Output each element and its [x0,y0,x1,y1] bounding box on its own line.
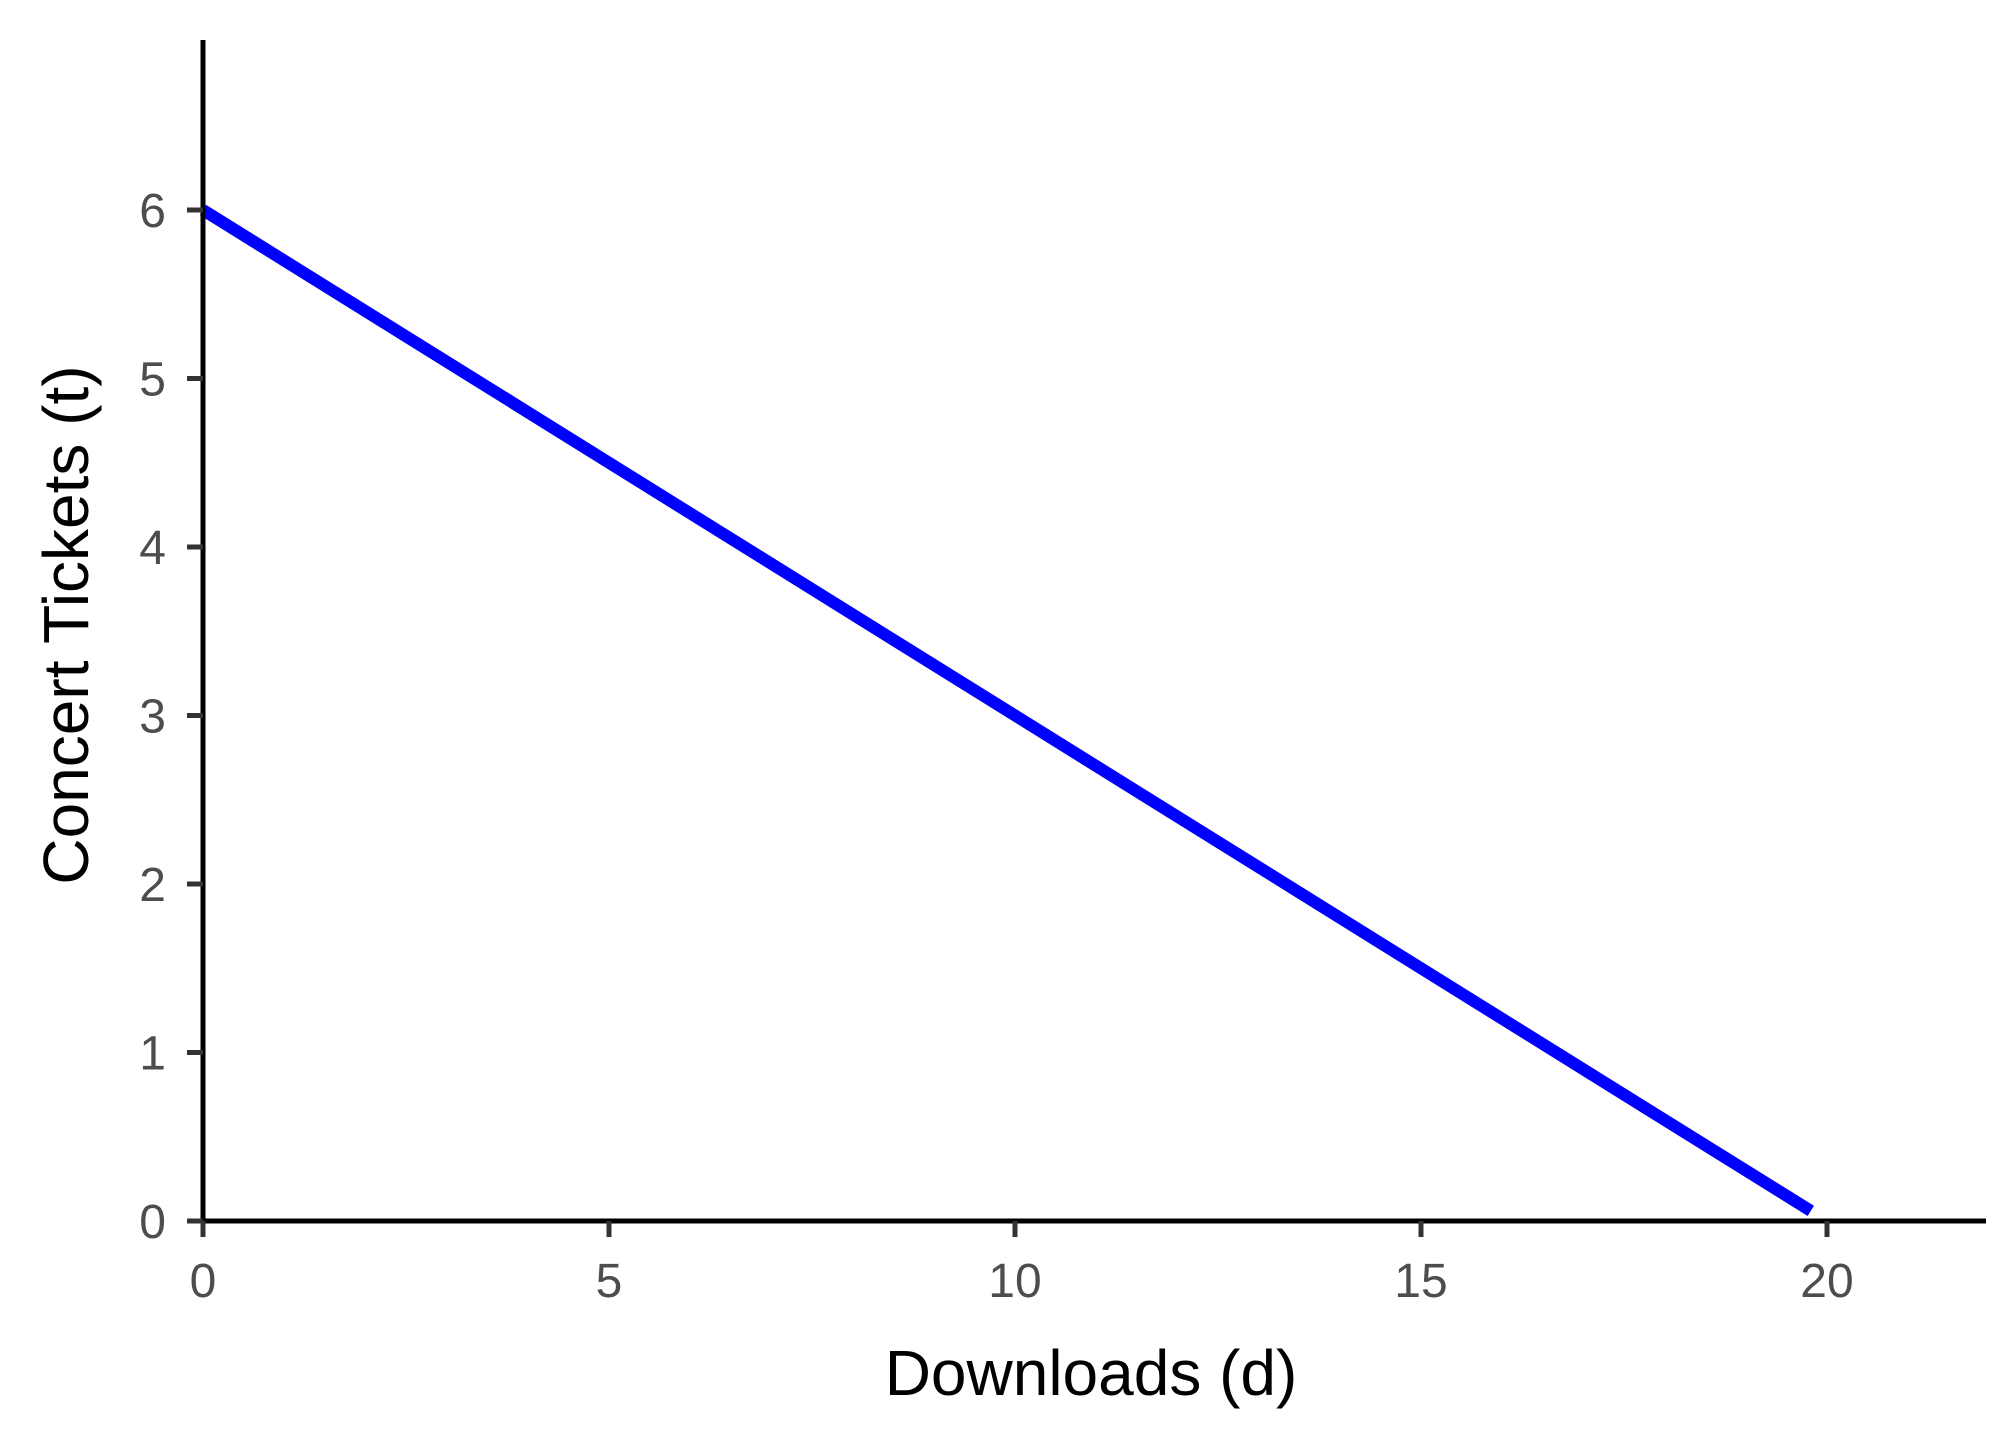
y-tick-label: 5 [139,354,166,407]
y-tick-label: 1 [139,1028,166,1081]
x-tick-label: 10 [988,1255,1041,1308]
axes-layer [200,40,1986,1224]
x-tick-label: 5 [596,1255,623,1308]
series-line-1 [199,204,1814,1216]
y-tick-label: 6 [139,185,166,238]
x-axis-title: Downloads (d) [885,1337,1298,1409]
y-tick-label: 0 [139,1196,166,1249]
y-tick-label: 2 [139,859,166,912]
x-tick-label: 20 [1800,1255,1853,1308]
y-tick-label: 4 [139,522,166,575]
x-tick-label: 0 [190,1255,217,1308]
ticks-layer: 0 5 10 15 20 0 1 2 3 4 5 6 [139,185,1853,1308]
y-tick-label: 3 [139,691,166,744]
x-tick-label: 15 [1394,1255,1447,1308]
series-layer [199,204,1814,1216]
y-axis-title: Concert Tickets (t) [30,365,102,884]
